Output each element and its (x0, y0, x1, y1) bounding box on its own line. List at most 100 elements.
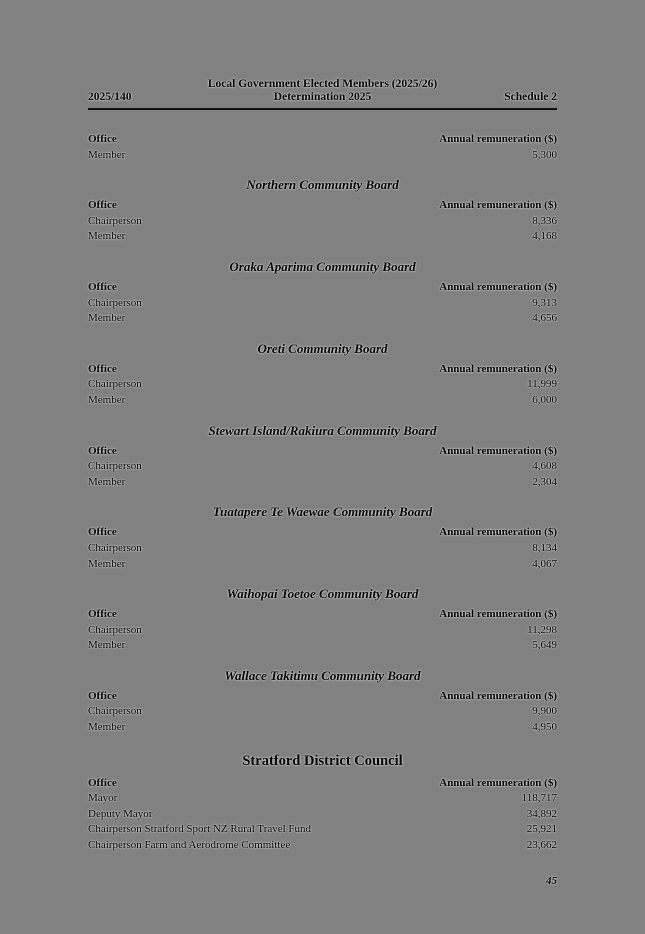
table-row: Member 2,304 (88, 475, 557, 491)
section-heading: Oraka Aparima Community Board (229, 258, 416, 274)
page-number: 45 (546, 875, 557, 887)
office-cell: Member (88, 393, 126, 406)
remuneration-section: Wallace Takitimu Community Board Office An… (88, 668, 557, 736)
office-cell: Member (88, 148, 126, 161)
remuneration-column-header: Annual remuneration ($) (439, 526, 557, 539)
remuneration-table: Office Annual remuneration ($) Chairperson… (88, 444, 557, 491)
table-header-row: Office Annual remuneration ($) (88, 280, 557, 296)
office-cell: Chairperson Stratford Sport NZ Rural Tra… (88, 823, 312, 836)
remuneration-section: Stratford District Council Office Annual r… (88, 753, 557, 854)
office-column-header: Office (88, 776, 117, 789)
table-header-row: Office Annual remuneration ($) (88, 689, 557, 705)
header-rule (88, 108, 557, 110)
remuneration-table: Office Annual remuneration ($) Chairperson… (88, 525, 557, 572)
table-header-row: Office Annual remuneration ($) (88, 132, 557, 148)
amount-cell: 4,950 (532, 721, 557, 734)
remuneration-table: Office Annual remuneration ($) Chairperson… (88, 280, 557, 327)
remuneration-section: Tuatapere Te Waewae Community Board Offic… (88, 504, 557, 572)
table-header-row: Office Annual remuneration ($) (88, 776, 557, 792)
amount-cell: 5,300 (532, 148, 557, 161)
table-row: Deputy Mayor 34,892 (88, 807, 557, 823)
office-column-header: Office (88, 280, 117, 293)
remuneration-column-header: Annual remuneration ($) (439, 280, 557, 293)
table-row: Chairperson Farm and Aerodrome Committee… (88, 838, 557, 854)
amount-cell: 11,298 (527, 623, 557, 636)
amount-cell: 9,313 (532, 296, 557, 309)
office-cell: Member (88, 721, 126, 734)
amount-cell: 11,999 (527, 378, 557, 391)
office-column-header: Office (88, 526, 117, 539)
table-row: Chairperson Stratford Sport NZ Rural Tra… (88, 822, 557, 838)
office-column-header: Office (88, 133, 117, 145)
table-row: Member 5,649 (88, 638, 557, 654)
office-column-header: Office (88, 444, 117, 457)
table-row: Mayor 118,717 (88, 791, 557, 807)
office-cell: Deputy Mayor (88, 807, 153, 820)
table-header-row: Office Annual remuneration ($) (88, 444, 557, 460)
amount-cell: 25,921 (526, 823, 557, 836)
page-content: Local Government Elected Members (2025/2… (88, 78, 557, 854)
table-header-row: Office Annual remuneration ($) (88, 362, 557, 378)
remuneration-column-header: Annual remuneration ($) (439, 133, 557, 145)
office-cell: Member (88, 475, 126, 488)
table-row: Member 4,656 (88, 311, 557, 327)
office-column-header: Office (88, 608, 117, 621)
office-column-header: Office (88, 362, 117, 375)
table-row: Chairperson 9,900 (88, 704, 557, 720)
remuneration-section: Stewart Island/Rakiura Community Board Of… (88, 423, 557, 491)
table-header-row: Office Annual remuneration ($) (88, 198, 557, 214)
remuneration-column-header: Annual remuneration ($) (439, 776, 557, 789)
remuneration-table: Office Annual remuneration ($) Chairperson… (88, 362, 557, 409)
amount-cell: 4,656 (532, 312, 557, 325)
amount-cell: 23,662 (526, 839, 557, 852)
remuneration-section: Waihopai Toetoe Community Board Office Ann… (88, 586, 557, 654)
header-schedule-label: Schedule 2 (504, 91, 557, 103)
office-cell: Chairperson (88, 378, 142, 391)
remuneration-table: Office Annual remuneration ($) Mayor 118,71… (88, 776, 557, 854)
office-column-header: Office (88, 199, 117, 212)
office-cell: Member (88, 557, 126, 570)
table-row: Chairperson 11,999 (88, 377, 557, 393)
office-cell: Chairperson Farm and Aerodrome Committee (88, 839, 291, 852)
amount-cell: 4,608 (532, 460, 557, 473)
section-heading: Stewart Island/Rakiura Community Board (208, 422, 437, 438)
remuneration-column-header: Annual remuneration ($) (439, 199, 557, 212)
office-cell: Chairperson (88, 214, 142, 227)
office-cell: Chairperson (88, 460, 142, 473)
amount-cell: 8,134 (532, 541, 557, 554)
table-row: Chairperson 4,608 (88, 459, 557, 475)
table-header-row: Office Annual remuneration ($) (88, 607, 557, 623)
section-heading: Oreti Community Board (257, 340, 388, 356)
remuneration-table: Office Annual remuneration ($) Chairperson… (88, 607, 557, 654)
remuneration-column-header: Annual remuneration ($) (439, 608, 557, 621)
table-row: Member 4,168 (88, 229, 557, 245)
table-row: Member 4,067 (88, 557, 557, 573)
header-title-line2-row: 2025/140 Determination 2025 Schedule 2 (88, 91, 557, 104)
amount-cell: 34,892 (526, 807, 557, 820)
table-row: Chairperson 11,298 (88, 623, 557, 639)
amount-cell: 8,336 (532, 214, 557, 227)
office-cell: Mayor (88, 792, 118, 805)
remuneration-column-header: Annual remuneration ($) (439, 362, 557, 375)
amount-cell: 6,000 (532, 393, 557, 406)
remuneration-section: Oraka Aparima Community Board Office Annua… (88, 259, 557, 327)
amount-cell: 5,649 (532, 639, 557, 652)
remuneration-section: Oreti Community Board Office Annual remune… (88, 341, 557, 409)
table-row: Member 6,000 (88, 393, 557, 409)
section-heading: Tuatapere Te Waewae Community Board (212, 504, 433, 520)
remuneration-column-header: Annual remuneration ($) (439, 689, 557, 702)
sections-container: Office Annual remuneration ($) Member 5,300… (88, 132, 557, 854)
table-row: Member 4,950 (88, 720, 557, 736)
table-row: Chairperson 9,313 (88, 296, 557, 312)
section-heading: Wallace Takitimu Community Board (224, 667, 421, 683)
remuneration-table: Office Annual remuneration ($) Chairperson… (88, 198, 557, 245)
table-row: Chairperson 8,134 (88, 541, 557, 557)
office-column-header: Office (88, 689, 117, 702)
office-cell: Member (88, 230, 126, 243)
table-row: Chairperson 8,336 (88, 214, 557, 230)
section-heading: Stratford District Council (242, 752, 403, 769)
office-cell: Chairperson (88, 705, 142, 718)
office-cell: Member (88, 639, 126, 652)
amount-cell: 118,717 (521, 792, 557, 805)
